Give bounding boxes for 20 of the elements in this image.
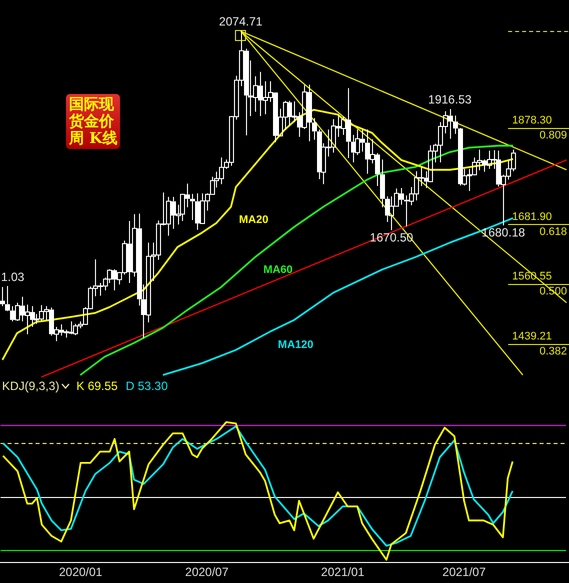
x-tick-label: 2021/07 <box>442 565 486 580</box>
x-tick-label: 2020/07 <box>185 565 229 580</box>
ref-line-label: 1439.21 <box>512 330 552 342</box>
series-label: MA60 <box>263 264 293 276</box>
annotation: 0.809 <box>539 129 567 142</box>
ref-line-label: 1681.90 <box>512 211 552 224</box>
annotation: 0.382 <box>539 345 567 358</box>
annotation: 1916.53 <box>428 92 472 106</box>
text: 国际现货金价周 K线 <box>69 95 118 147</box>
annotation: 1.03 <box>1 270 25 284</box>
series-label: MA20 <box>239 214 268 226</box>
ref-line-label: 1878.30 <box>512 114 552 126</box>
series-label: MA120 <box>278 338 314 351</box>
x-tick-label: 2020/01 <box>58 565 103 580</box>
annotation: 2074.71 <box>219 14 263 28</box>
text: K 69.55 <box>76 379 118 393</box>
x-tick-label: 2021/01 <box>321 565 365 580</box>
chart-title: KDJ(9,3,3) <box>2 379 60 393</box>
annotation: 0.618 <box>539 226 567 238</box>
text: D 53.30 <box>126 379 168 393</box>
